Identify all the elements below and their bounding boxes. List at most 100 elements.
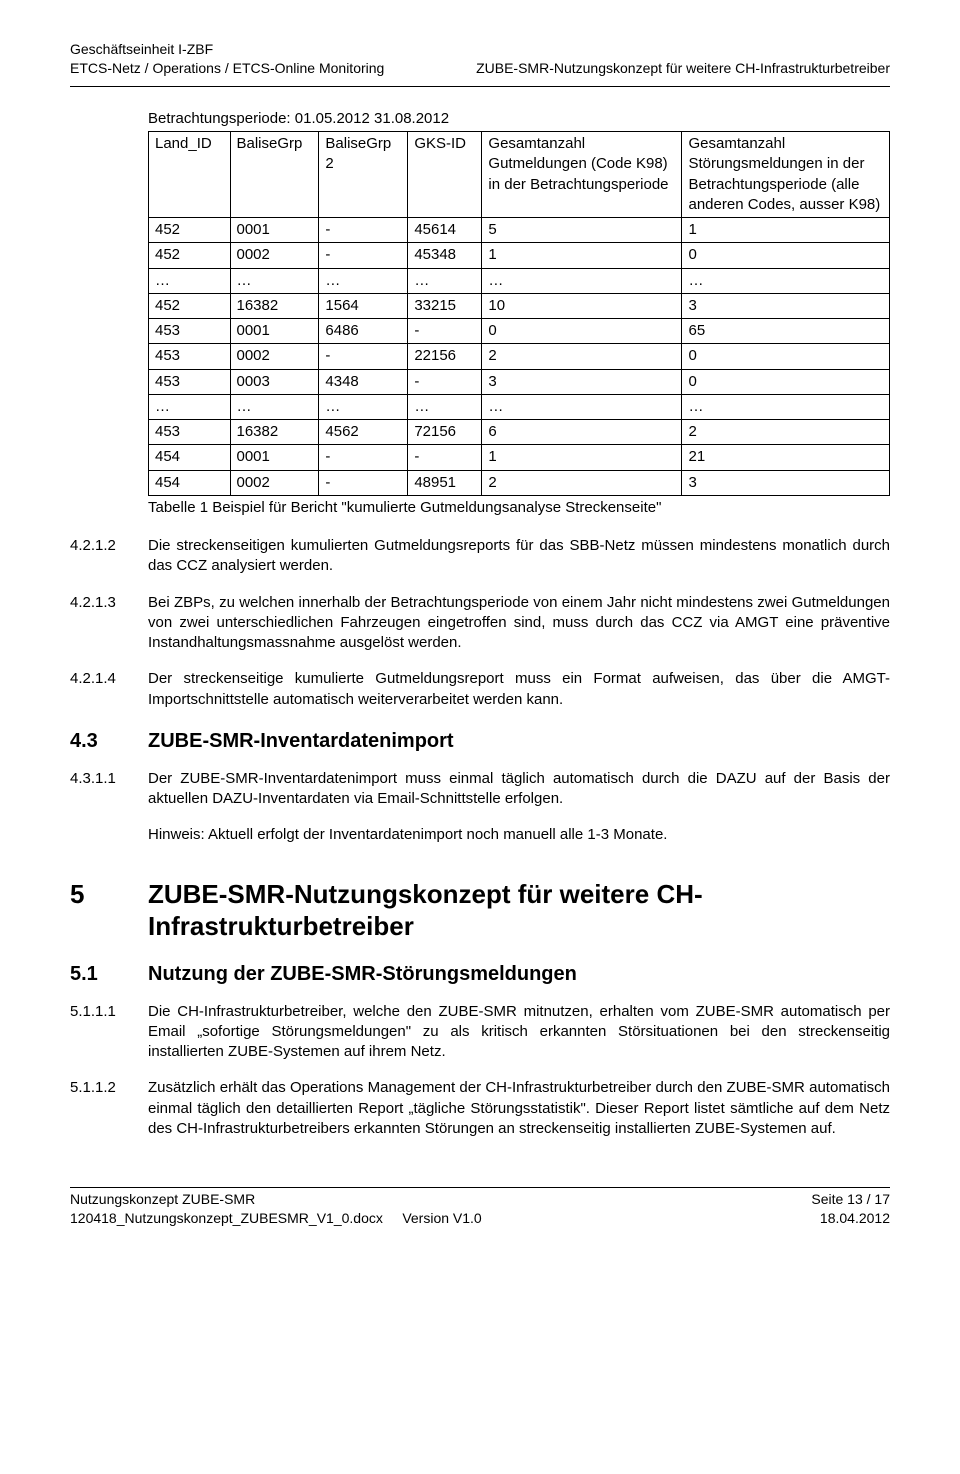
- para-num: 4.2.1.3: [70, 593, 148, 654]
- footer-left-2: 120418_Nutzungskonzept_ZUBESMR_V1_0.docx: [70, 1210, 383, 1226]
- table-col-header: Gesamtanzahl Störungsmeldungen in der Be…: [682, 132, 890, 218]
- heading-num: 4.3: [70, 728, 148, 755]
- table-cell: …: [149, 268, 231, 293]
- header-doc-title: ZUBE-SMR-Nutzungskonzept für weitere CH-…: [476, 59, 890, 78]
- table-cell: 1564: [319, 293, 408, 318]
- table-cell: 2: [482, 470, 682, 495]
- table-cell: 1: [682, 218, 890, 243]
- para-text: Zusätzlich erhält das Operations Managem…: [148, 1078, 890, 1139]
- heading-num: 5.1: [70, 961, 148, 988]
- table-cell: 452: [149, 243, 231, 268]
- table-cell: 45614: [408, 218, 482, 243]
- paragraph-block: 4.2.1.2Die streckenseitigen kumulierten …: [70, 536, 890, 577]
- table-cell: 0: [682, 344, 890, 369]
- para-num: 4.2.1.4: [70, 669, 148, 710]
- table-cell: …: [230, 394, 319, 419]
- table-col-header: BaliseGrp 2: [319, 132, 408, 218]
- para-text: Der streckenseitige kumulierte Gutmeldun…: [148, 669, 890, 710]
- para-num: 4.3.1.1: [70, 769, 148, 810]
- data-table: Land_IDBaliseGrpBaliseGrp 2GKS-ID Gesamta…: [148, 131, 890, 496]
- table-cell: 453: [149, 319, 231, 344]
- table-cell: 4348: [319, 369, 408, 394]
- table-cell: 0001: [230, 319, 319, 344]
- table-col-header: GKS-ID: [408, 132, 482, 218]
- table-cell: -: [319, 445, 408, 470]
- table-cell: 453: [149, 344, 231, 369]
- table-row: 45300034348-30: [149, 369, 890, 394]
- table-cell: 1: [482, 243, 682, 268]
- para-text: Die streckenseitigen kumulierten Gutmeld…: [148, 536, 890, 577]
- table-cell: 3: [682, 293, 890, 318]
- table-cell: 452: [149, 218, 231, 243]
- table-cell: 45348: [408, 243, 482, 268]
- para-num: 5.1.1.2: [70, 1078, 148, 1139]
- table-cell: 4562: [319, 420, 408, 445]
- table-cell: 48951: [408, 470, 482, 495]
- header-left: Geschäftseinheit I-ZBF ETCS-Netz / Opera…: [70, 40, 384, 78]
- header-path: ETCS-Netz / Operations / ETCS-Online Mon…: [70, 59, 384, 78]
- table-cell: 5: [482, 218, 682, 243]
- table-cell: 16382: [230, 420, 319, 445]
- table-cell: 0001: [230, 445, 319, 470]
- para-num: 5.1.1.1: [70, 1002, 148, 1063]
- header-unit: Geschäftseinheit I-ZBF: [70, 40, 384, 59]
- para-num: 4.2.1.2: [70, 536, 148, 577]
- heading-num: 5: [70, 878, 148, 943]
- table-cell: 3: [482, 369, 682, 394]
- table-cell: -: [319, 344, 408, 369]
- table-cell: 10: [482, 293, 682, 318]
- heading-5: 5 ZUBE-SMR-Nutzungskonzept für weitere C…: [70, 878, 890, 943]
- paragraph-5-1-1-1: 5.1.1.1 Die CH-Infrastrukturbetreiber, w…: [70, 1002, 890, 1063]
- table-cell: 0002: [230, 344, 319, 369]
- table-cell: 2: [482, 344, 682, 369]
- table-row: 4531638245627215662: [149, 420, 890, 445]
- content-area: Betrachtungsperiode: 01.05.2012 31.08.20…: [70, 109, 890, 518]
- heading-text: ZUBE-SMR-Nutzungskonzept für weitere CH-…: [148, 878, 890, 943]
- table-cell: …: [482, 394, 682, 419]
- heading-4-3: 4.3 ZUBE-SMR-Inventardatenimport: [70, 728, 890, 755]
- header-right: ZUBE-SMR-Nutzungskonzept für weitere CH-…: [476, 40, 890, 78]
- paragraph-block: 4.2.1.4Der streckenseitige kumulierte Gu…: [70, 669, 890, 710]
- header-rule: [70, 86, 890, 87]
- hint-paragraph: Hinweis: Aktuell erfolgt der Inventardat…: [148, 825, 890, 845]
- table-caption: Tabelle 1 Beispiel für Bericht "kumulier…: [148, 498, 890, 518]
- paragraph-block: 4.2.1.3Bei ZBPs, zu welchen innerhalb de…: [70, 593, 890, 654]
- table-cell: -: [319, 243, 408, 268]
- table-row: 4540001--121: [149, 445, 890, 470]
- table-cell: 453: [149, 369, 231, 394]
- table-cell: 2: [682, 420, 890, 445]
- para-text: Die CH-Infrastrukturbetreiber, welche de…: [148, 1002, 890, 1063]
- table-cell: …: [482, 268, 682, 293]
- table-cell: -: [408, 369, 482, 394]
- table-row: 45300016486-065: [149, 319, 890, 344]
- table-row: 4520001-4561451: [149, 218, 890, 243]
- table-cell: -: [319, 470, 408, 495]
- table-cell: -: [408, 445, 482, 470]
- table-cell: …: [408, 268, 482, 293]
- table-cell: 6: [482, 420, 682, 445]
- table-cell: …: [682, 394, 890, 419]
- table-row: ………………: [149, 268, 890, 293]
- table-cell: 0: [682, 369, 890, 394]
- table-row: ………………: [149, 394, 890, 419]
- table-row: 4540002-4895123: [149, 470, 890, 495]
- table-cell: 452: [149, 293, 231, 318]
- table-row: 45216382156433215103: [149, 293, 890, 318]
- table-cell: …: [230, 268, 319, 293]
- table-col-header: Land_ID: [149, 132, 231, 218]
- table-col-header: BaliseGrp: [230, 132, 319, 218]
- page-footer: Nutzungskonzept ZUBE-SMR Seite 13 / 17 1…: [70, 1187, 890, 1228]
- footer-version: Version V1.0: [402, 1210, 481, 1226]
- table-cell: 16382: [230, 293, 319, 318]
- table-cell: 33215: [408, 293, 482, 318]
- footer-right-1: Seite 13 / 17: [811, 1190, 890, 1209]
- table-cell: 454: [149, 445, 231, 470]
- footer-left-1: Nutzungskonzept ZUBE-SMR: [70, 1190, 255, 1209]
- table-cell: 0001: [230, 218, 319, 243]
- table-cell: 0: [682, 243, 890, 268]
- footer-rule: [70, 1187, 890, 1188]
- table-cell: 6486: [319, 319, 408, 344]
- table-cell: 3: [682, 470, 890, 495]
- table-cell: 0: [482, 319, 682, 344]
- table-cell: …: [319, 394, 408, 419]
